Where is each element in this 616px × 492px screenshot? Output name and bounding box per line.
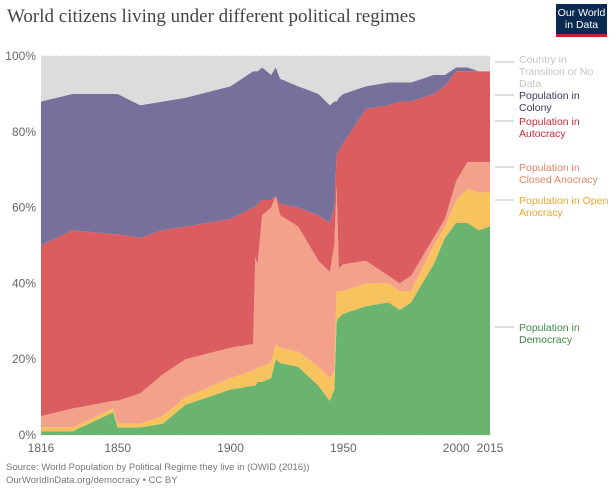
area-population-in-democracy[interactable] bbox=[41, 222, 490, 435]
y-tick-label: 80% bbox=[12, 125, 36, 139]
y-tick-label: 40% bbox=[12, 276, 36, 290]
legend-item[interactable]: Population in Colony bbox=[495, 90, 580, 114]
legend-label: Population in Democracy bbox=[519, 322, 580, 346]
legend-item[interactable]: Country in Transition or No Data bbox=[495, 54, 593, 90]
x-axis: 1816 1850 1900 1950 2000 2015 bbox=[28, 441, 504, 455]
x-tick-label: 2000 bbox=[443, 441, 470, 455]
legend-item[interactable]: Population in Democracy bbox=[495, 322, 580, 346]
legend-item[interactable]: Population in Closed Anocracy bbox=[495, 162, 599, 186]
legend-item[interactable]: Population in Autocracy bbox=[495, 116, 580, 140]
source-note: Source: World Population by Political Re… bbox=[6, 462, 310, 473]
x-tick-label: 1950 bbox=[330, 441, 357, 455]
legend-item[interactable]: Population in Open Anocracy bbox=[495, 195, 608, 219]
logo-line1: Our World bbox=[557, 7, 606, 19]
logo-line2: in Data bbox=[564, 19, 599, 31]
area-country-in-transition-or-no-data[interactable] bbox=[41, 56, 490, 106]
area-population-in-closed-anocracy[interactable] bbox=[41, 162, 490, 428]
legend-label: Country in Transition or No Data bbox=[519, 54, 593, 90]
y-axis: 0% 20% 40% 60% 80% 100% bbox=[5, 49, 36, 442]
y-tick-label: 60% bbox=[12, 201, 36, 215]
legend-label: Population in Autocracy bbox=[519, 116, 580, 140]
x-tick-label: 2015 bbox=[477, 441, 504, 455]
x-tick-label: 1850 bbox=[104, 441, 131, 455]
chart-title: World citizens living under different po… bbox=[7, 6, 416, 27]
legend-label: Population in Open Anocracy bbox=[519, 195, 608, 219]
x-tick-label: 1900 bbox=[217, 441, 244, 455]
license-link[interactable]: OurWorldInData.org/democracy • CC BY bbox=[6, 475, 178, 486]
legend-label: Population in Closed Anocracy bbox=[519, 162, 599, 186]
y-tick-label: 0% bbox=[19, 428, 37, 442]
area-population-in-colony[interactable] bbox=[41, 67, 490, 246]
y-tick-label: 100% bbox=[5, 49, 36, 63]
areas bbox=[41, 56, 490, 435]
legend-label: Population in Colony bbox=[519, 90, 580, 114]
owid-logo[interactable]: Our World in Data bbox=[556, 4, 607, 37]
legend: Population in Democracy Population in Open… bbox=[495, 54, 608, 346]
x-tick-label: 1816 bbox=[28, 441, 55, 455]
y-tick-label: 20% bbox=[12, 352, 36, 366]
area-population-in-autocracy[interactable] bbox=[41, 71, 490, 417]
